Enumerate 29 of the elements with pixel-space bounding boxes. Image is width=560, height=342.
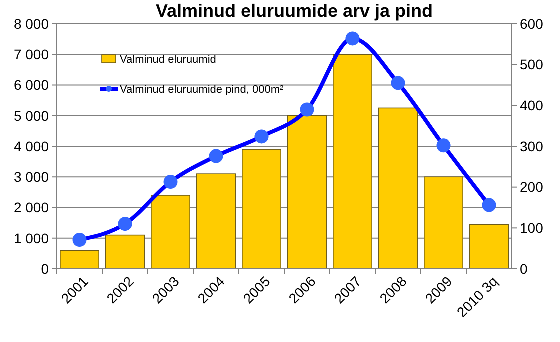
bar: [470, 224, 509, 270]
y-tick-label: 3 000: [14, 169, 50, 186]
bar: [196, 174, 236, 270]
y2-tick-label: 200: [520, 179, 544, 196]
y2-tick-label: 400: [520, 98, 544, 114]
y-tick-label: 7 000: [14, 46, 50, 63]
y-tick-label: 1 000: [14, 230, 50, 246]
bar: [288, 115, 327, 270]
y-tick-label: 8 000: [14, 16, 50, 32]
bar: [333, 54, 372, 270]
y2-tick-label: 0: [520, 260, 528, 277]
bar: [242, 149, 282, 270]
bar: [378, 108, 418, 270]
legend-label: Valminud eluruumide pind, 000m²: [120, 84, 284, 96]
y-tick-label: 5 000: [14, 108, 50, 124]
bar: [60, 250, 100, 270]
bar: [424, 176, 464, 270]
chart-title: Valminud eluruumide arv ja pind: [156, 1, 434, 21]
y-tick-label: 6 000: [14, 77, 50, 94]
y2-tick-label: 500: [520, 56, 544, 73]
y-tick-label: 0: [41, 260, 50, 277]
y2-tick-label: 300: [520, 138, 544, 154]
y-tick-label: 2 000: [14, 200, 50, 216]
legend-label: Valminud eluruumid: [120, 54, 216, 66]
y2-tick-label: 100: [520, 220, 544, 236]
bar: [151, 195, 190, 270]
y-tick-label: 4 000: [14, 138, 50, 154]
bar: [106, 234, 145, 270]
y2-tick-label: 600: [520, 16, 544, 32]
